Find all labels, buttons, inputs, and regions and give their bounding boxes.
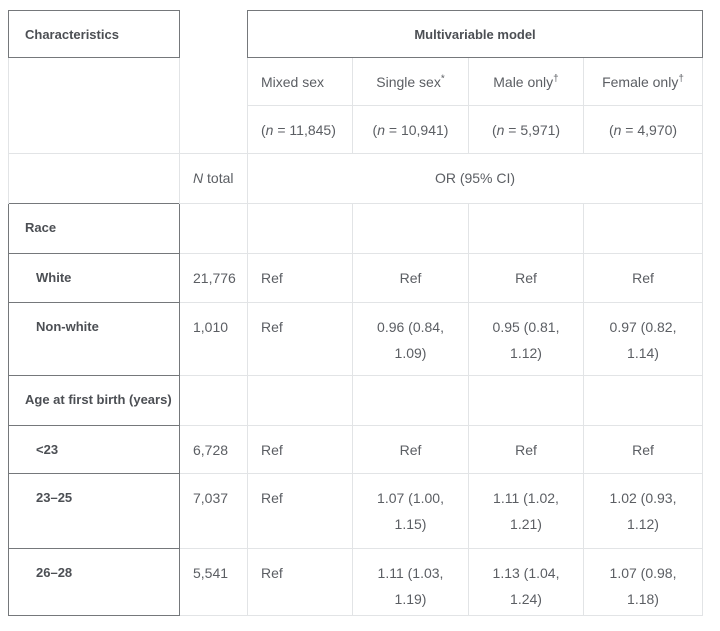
col-header-label: Female only xyxy=(602,74,679,90)
col-header-male-only: Male only† xyxy=(468,57,584,106)
or-value-mixed-sex: Ref xyxy=(247,473,353,549)
n-count-mixed-sex: (n = 11,845) xyxy=(247,105,353,154)
or-value-male-only: 1.13 (1.04, 1.24) xyxy=(468,548,584,616)
spacer-cell xyxy=(180,11,248,58)
or-value-male-only: Ref xyxy=(468,253,584,303)
empty-cell xyxy=(468,203,584,254)
col-header-label: Mixed sex xyxy=(261,74,325,90)
empty-cell xyxy=(352,203,469,254)
empty-cell xyxy=(468,375,584,426)
n-total-value: 5,541 xyxy=(179,548,248,616)
or-value-mixed-sex: Ref xyxy=(247,253,353,303)
empty-cell xyxy=(583,375,703,426)
table-row: 26–28 5,541 Ref 1.11 (1.03, 1.19) 1.13 (… xyxy=(8,548,703,616)
or-value-female-only: 1.07 (0.98, 1.18) xyxy=(583,548,703,616)
col-header-label: Single sex xyxy=(376,74,441,90)
group-label-age-at-first-birth: Age at first birth (years) xyxy=(8,375,180,426)
or-value-male-only: 1.11 (1.02, 1.21) xyxy=(468,473,584,549)
n-count-male-only: (n = 5,971) xyxy=(468,105,584,154)
table-row: N total OR (95% CI) xyxy=(8,153,703,204)
or-value-female-only: 0.97 (0.82, 1.14) xyxy=(583,302,703,376)
or-value-mixed-sex: Ref xyxy=(247,548,353,616)
n-symbol: n xyxy=(265,122,274,138)
col-header-label: Male only xyxy=(493,74,554,90)
or-value-single-sex: Ref xyxy=(352,253,469,303)
n-total-header: N total xyxy=(179,153,248,204)
n-total-value: 7,037 xyxy=(179,473,248,549)
paren: ( xyxy=(491,122,497,138)
group-header-multivariable-model: Multivariable model xyxy=(247,10,703,58)
n-count-value: = 11,845) xyxy=(273,122,336,138)
or-value-single-sex: 0.96 (0.84, 1.09) xyxy=(352,302,469,376)
table-row: (n = 11,845) (n = 10,941) (n = 5,971) (n… xyxy=(9,105,703,154)
row-label-white: White xyxy=(8,253,180,303)
or-value-mixed-sex: Ref xyxy=(247,302,353,376)
table-row: White 21,776 Ref Ref Ref Ref xyxy=(8,253,703,303)
n-count-value: = 5,971) xyxy=(504,122,561,138)
table-row: <23 6,728 Ref Ref Ref Ref xyxy=(8,425,703,474)
n-symbol: n xyxy=(613,122,622,138)
table-row: Non-white 1,010 Ref 0.96 (0.84, 1.09) 0.… xyxy=(8,302,703,376)
multivariable-model-table: Characteristics Multivariable model Mixe… xyxy=(8,10,703,616)
n-count-value: = 10,941) xyxy=(385,122,449,138)
or-value-male-only: Ref xyxy=(468,425,584,474)
row-label-under-23: <23 xyxy=(8,425,180,474)
or-value-single-sex: 1.07 (1.00, 1.15) xyxy=(352,473,469,549)
n-symbol: n xyxy=(496,122,505,138)
empty-cell xyxy=(247,375,353,426)
or-ci-header: OR (95% CI) xyxy=(247,153,703,204)
footnote-marker: † xyxy=(678,73,684,85)
table-row: Characteristics Multivariable model xyxy=(8,10,703,58)
or-value-single-sex: Ref xyxy=(352,425,469,474)
or-value-male-only: 0.95 (0.81, 1.12) xyxy=(468,302,584,376)
or-value-single-sex: 1.11 (1.03, 1.19) xyxy=(352,548,469,616)
or-value-mixed-sex: Ref xyxy=(247,425,353,474)
footnote-marker: * xyxy=(440,73,445,85)
empty-cell xyxy=(8,153,180,204)
empty-cell xyxy=(179,375,248,426)
paren: ( xyxy=(372,122,378,138)
table-row: Race xyxy=(8,203,703,254)
group-label-race: Race xyxy=(8,203,180,254)
n-symbol: n xyxy=(377,122,386,138)
or-value-female-only: Ref xyxy=(583,425,703,474)
paren: ( xyxy=(608,122,614,138)
empty-cell xyxy=(179,57,248,154)
table-row: Age at first birth (years) xyxy=(8,375,703,426)
n-total-word: total xyxy=(203,170,234,186)
n-count-single-sex: (n = 10,941) xyxy=(352,105,469,154)
empty-cell xyxy=(583,203,703,254)
table-row: 23–25 7,037 Ref 1.07 (1.00, 1.15) 1.11 (… xyxy=(8,473,703,549)
row-label-23-25: 23–25 xyxy=(8,473,180,549)
col-header-single-sex: Single sex* xyxy=(352,57,469,106)
or-value-female-only: Ref xyxy=(583,253,703,303)
characteristics-header: Characteristics xyxy=(8,10,180,58)
or-value-female-only: 1.02 (0.93, 1.12) xyxy=(583,473,703,549)
footnote-marker: † xyxy=(553,73,559,85)
col-header-female-only: Female only† xyxy=(583,57,703,106)
n-count-value: = 4,970) xyxy=(621,122,678,138)
table-row: Mixed sex Single sex* Male only† Female … xyxy=(8,57,703,154)
col-header-mixed-sex: Mixed sex xyxy=(247,57,353,106)
n-total-value: 1,010 xyxy=(179,302,248,376)
empty-cell xyxy=(8,57,180,154)
empty-cell xyxy=(247,203,353,254)
n-total-symbol: N xyxy=(193,170,204,186)
empty-cell xyxy=(179,203,248,254)
empty-cell xyxy=(352,375,469,426)
row-label-26-28: 26–28 xyxy=(8,548,180,616)
n-total-value: 21,776 xyxy=(179,253,248,303)
n-total-value: 6,728 xyxy=(179,425,248,474)
paren: ( xyxy=(261,122,266,138)
row-label-non-white: Non-white xyxy=(8,302,180,376)
n-count-female-only: (n = 4,970) xyxy=(583,105,703,154)
